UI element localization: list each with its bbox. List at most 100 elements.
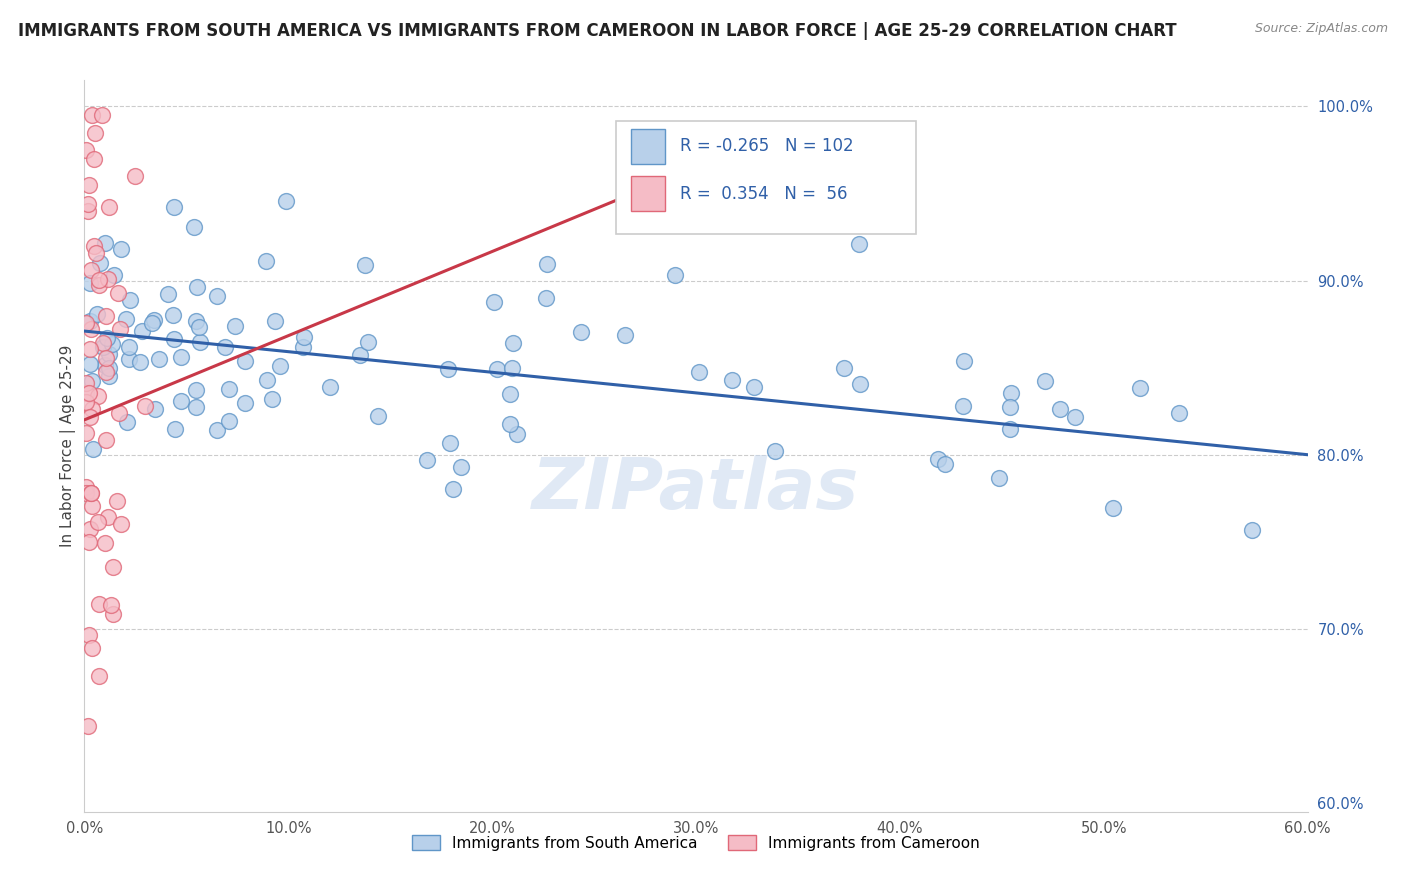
Point — [1102, 500, 1125, 515]
Point — [569, 325, 592, 339]
Point — [82, 442, 104, 456]
Point — [163, 200, 186, 214]
Point — [233, 396, 256, 410]
Point — [97, 510, 120, 524]
Point — [292, 330, 315, 344]
Point — [79, 262, 101, 277]
Point — [94, 236, 117, 251]
Point — [118, 293, 141, 307]
Point — [1049, 401, 1071, 416]
Point — [77, 535, 100, 549]
Point — [75, 480, 97, 494]
Point — [187, 320, 209, 334]
Point — [79, 522, 101, 536]
Point — [115, 312, 138, 326]
Point — [75, 386, 97, 401]
Text: R =  0.354   N =  56: R = 0.354 N = 56 — [681, 185, 848, 202]
Point — [101, 559, 124, 574]
Point — [998, 422, 1021, 436]
Point — [87, 515, 110, 529]
Point — [763, 443, 786, 458]
Point — [77, 197, 100, 211]
Point — [184, 400, 207, 414]
Point — [80, 485, 103, 500]
Point — [439, 436, 461, 450]
Point — [84, 126, 107, 140]
Bar — [631, 176, 665, 211]
Point — [107, 285, 129, 300]
Point — [218, 414, 240, 428]
Point — [75, 395, 97, 409]
Point — [84, 246, 107, 260]
Point — [214, 340, 236, 354]
Point — [367, 409, 389, 424]
Point — [1168, 406, 1191, 420]
Point — [97, 369, 120, 384]
Point — [156, 286, 179, 301]
Point — [207, 423, 229, 437]
Point — [534, 291, 557, 305]
Point — [499, 417, 522, 431]
Point — [79, 343, 101, 357]
Point — [98, 361, 121, 376]
Bar — [631, 128, 665, 163]
Point — [186, 279, 208, 293]
Point — [441, 483, 464, 497]
Point — [97, 272, 120, 286]
Point — [98, 346, 121, 360]
Point — [485, 362, 508, 376]
Point — [186, 383, 208, 397]
Point — [118, 352, 141, 367]
Point — [224, 319, 246, 334]
Point — [118, 340, 141, 354]
Point — [688, 366, 710, 380]
Point — [142, 313, 165, 327]
Point — [536, 257, 558, 271]
Point — [170, 350, 193, 364]
Point — [91, 340, 114, 354]
Point — [79, 321, 101, 335]
Point — [319, 379, 342, 393]
Point — [349, 348, 371, 362]
Point — [76, 718, 98, 732]
Point — [357, 334, 380, 349]
Point — [87, 669, 110, 683]
Point — [107, 406, 129, 420]
Point — [1063, 410, 1085, 425]
Point — [94, 309, 117, 323]
Point — [416, 453, 439, 467]
Point — [183, 220, 205, 235]
Point — [143, 402, 166, 417]
Point — [79, 314, 101, 328]
Point — [218, 382, 240, 396]
Text: R = -0.265   N = 102: R = -0.265 N = 102 — [681, 137, 853, 155]
Point — [502, 336, 524, 351]
Point — [75, 426, 97, 441]
Point — [848, 236, 870, 251]
Point — [291, 340, 314, 354]
Point — [115, 415, 138, 429]
Point — [129, 355, 152, 369]
Point — [94, 535, 117, 549]
Point — [124, 169, 146, 183]
Point — [77, 203, 100, 218]
Y-axis label: In Labor Force | Age 25-29: In Labor Force | Age 25-29 — [60, 345, 76, 547]
Point — [87, 277, 110, 292]
Point — [110, 242, 132, 256]
Point — [80, 485, 103, 500]
Point — [86, 307, 108, 321]
Point — [505, 427, 527, 442]
Point — [1000, 386, 1022, 401]
Point — [235, 353, 257, 368]
Point — [163, 332, 186, 346]
Point — [499, 386, 522, 401]
Legend: Immigrants from South America, Immigrants from Cameroon: Immigrants from South America, Immigrant… — [406, 829, 986, 856]
Point — [89, 597, 111, 611]
Point — [79, 409, 101, 424]
Point — [165, 422, 187, 436]
Point — [952, 399, 974, 413]
Point — [77, 178, 100, 192]
Point — [927, 451, 949, 466]
Text: Source: ZipAtlas.com: Source: ZipAtlas.com — [1254, 22, 1388, 36]
Point — [205, 289, 228, 303]
